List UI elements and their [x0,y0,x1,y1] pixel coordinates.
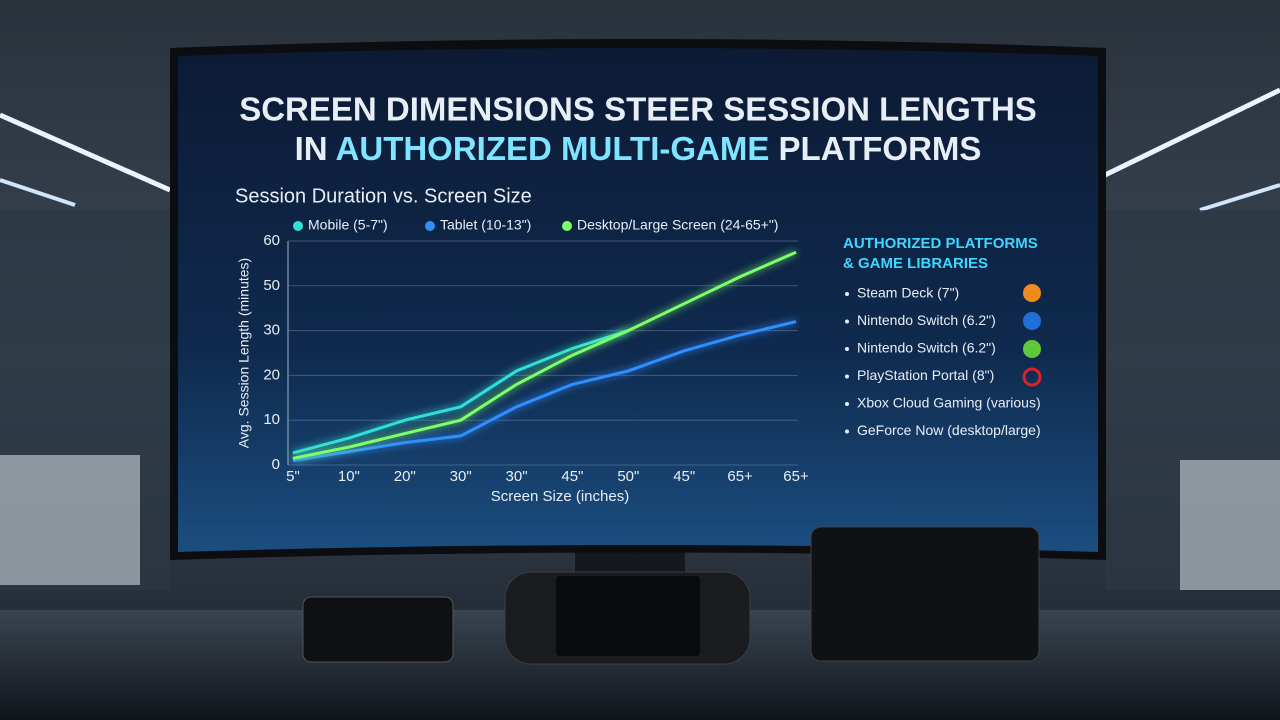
x-tick-label: 65+ [783,468,809,485]
title-line: SCREEN DIMENSIONS STEER SESSION LENGTHS [239,91,1037,128]
platform-item: Xbox Cloud Gaming (various) [857,395,1041,411]
phone [302,596,454,663]
bullet [845,429,849,434]
panel-heading: & GAME LIBRARIES [843,255,988,272]
bullet [845,347,849,351]
x-tick-label: 5" [286,468,300,485]
x-tick-label: 45" [561,468,583,485]
chart-subtitle: Session Duration vs. Screen Size [235,185,532,207]
bullet [845,402,849,406]
bullet [845,292,849,296]
platform-icon [1023,312,1041,330]
tablet [810,526,1040,662]
title-line: IN AUTHORIZED MULTI-GAME PLATFORMS [295,130,982,167]
x-tick-label: 65+ [727,468,753,485]
x-tick-label: 20" [394,468,416,485]
title-part: PLATFORMS [779,130,982,167]
x-tick-label: 50" [617,468,639,485]
legend-label: Tablet (10-13") [440,217,531,233]
platform-item: PlayStation Portal (8") [857,367,994,383]
office-desk [0,455,140,585]
y-tick-label: 50 [263,277,280,294]
office-desk [1180,460,1280,590]
y-tick-label: 20 [263,366,280,383]
ceiling-light [1199,183,1280,212]
x-axis-label: Screen Size (inches) [491,488,629,505]
legend-label: Desktop/Large Screen (24-65+") [577,217,778,233]
handheld-screen [556,576,700,656]
x-tick-label: 30" [450,468,472,485]
platform-item: Nintendo Switch (6.2") [857,340,996,356]
platform-item: Nintendo Switch (6.2") [857,312,996,328]
legend-label: Mobile (5-7") [308,217,388,233]
ceiling-light [1103,87,1280,178]
ceiling-light [0,112,172,193]
panel-heading: AUTHORIZED PLATFORMS [843,235,1038,252]
series-line [292,329,629,455]
platform-icon [1023,284,1041,302]
y-tick-label: 0 [272,456,280,473]
y-tick-label: 10 [263,411,280,428]
title-part: IN [295,130,328,167]
x-tick-label: 10" [338,468,360,485]
bullet [845,319,849,324]
y-tick-label: 30 [263,322,280,339]
series-line [292,250,797,460]
platform-icon [1023,340,1041,358]
legend-swatch [425,221,435,231]
monitor-screen [178,48,1098,552]
platform-icon [1022,367,1042,387]
series-line [292,320,797,462]
title-highlight: AUTHORIZED MULTI-GAME [336,130,770,167]
platform-item: GeForce Now (desktop/large) [857,422,1041,438]
y-tick-label: 60 [263,232,280,249]
legend-swatch [293,221,303,231]
y-axis-label: Avg. Session Length (minutes) [236,258,252,448]
legend-swatch [562,221,572,231]
x-tick-label: 45" [673,468,695,485]
ceiling-light [0,178,76,207]
platform-item: Steam Deck (7") [857,285,959,301]
x-tick-label: 30" [506,468,528,485]
bullet [845,374,849,379]
